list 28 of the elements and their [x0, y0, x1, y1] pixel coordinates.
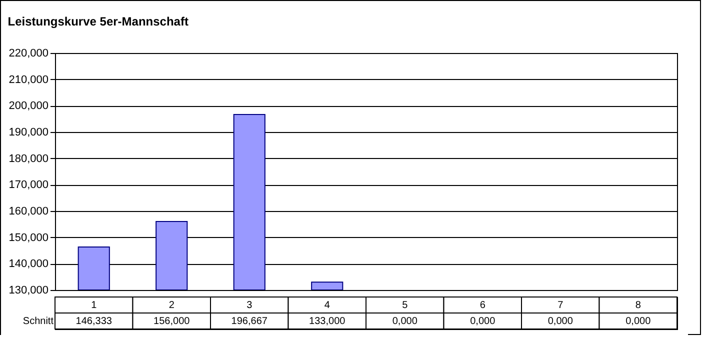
y-tick-label: 140,000	[8, 258, 48, 270]
x-tick-label: 4	[324, 300, 330, 311]
text: 0,000	[626, 316, 651, 327]
y-tick-label: 170,000	[8, 179, 48, 192]
x-tick-label: 2	[168, 300, 175, 311]
x-tick-label: 8	[635, 300, 642, 311]
data-label: 156,000	[154, 316, 190, 327]
data-label: 146,333	[76, 316, 112, 327]
x-tick-label: 7	[558, 300, 564, 311]
x-tick-label: 6	[480, 300, 486, 311]
y-tick-label: 200,000	[8, 100, 48, 112]
text: 0,000	[548, 316, 573, 327]
text: 0,000	[392, 316, 418, 327]
y-tick-label: 210,000	[8, 74, 48, 86]
y-tick-label: 160,000	[8, 206, 48, 218]
y-tick-label: 130,000	[8, 284, 48, 296]
y-tick-label: 180,000	[8, 152, 48, 165]
text: Schnitt	[22, 316, 54, 327]
x-tick-label: 1	[91, 300, 98, 311]
x-tick-label: 3	[246, 300, 253, 311]
data-label: 133,000	[309, 316, 346, 327]
data-label: 196,667	[231, 316, 268, 327]
x-tick-label: 5	[402, 300, 408, 311]
y-tick-label: 150,000	[8, 232, 48, 244]
y-tick-label: 190,000	[8, 126, 48, 138]
y-tick-label: 220,000	[8, 48, 48, 60]
text: 0,000	[470, 316, 496, 327]
chart-title: Leistungskurve 5er-Mannschaft	[8, 14, 188, 28]
